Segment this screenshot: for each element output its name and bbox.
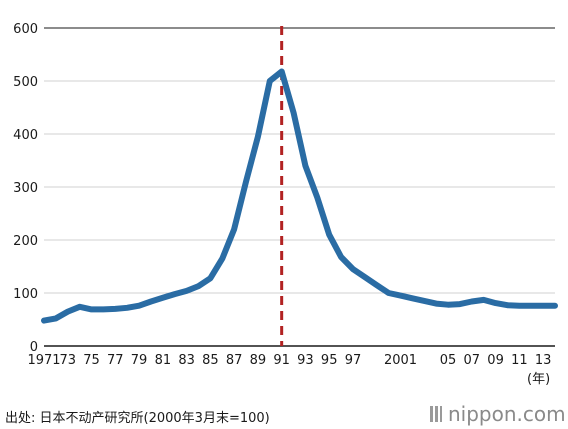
x-tick-label: 93 [297,353,314,368]
x-tick-label: 1971 [27,353,60,368]
y-tick-label: 300 [13,181,38,196]
brand-logo: nippon.com [430,402,566,426]
x-tick-label: 91 [273,353,290,368]
y-tick-label: 400 [13,128,38,143]
x-tick-label: 2001 [384,353,417,368]
y-tick-label: 500 [13,75,38,90]
brand-name: nippon.com [448,402,566,426]
y-tick-label: 0 [30,340,38,355]
x-tick-label: 97 [345,353,362,368]
x-tick-label: 79 [131,353,148,368]
x-tick-label: 95 [321,353,338,368]
x-tick-label: 11 [511,353,528,368]
y-tick-label: 200 [13,234,38,249]
x-tick-label: 89 [250,353,267,368]
x-tick-label: 09 [487,353,504,368]
x-tick-label: 77 [107,353,124,368]
source-note: 出处: 日本不动产研究所(2000年3月末=100) [5,411,270,426]
y-tick-label: 100 [13,287,38,302]
x-tick-label: 07 [464,353,481,368]
x-tick-label: 75 [83,353,100,368]
x-tick-label: 05 [440,353,457,368]
x-tick-label: 73 [59,353,76,368]
x-tick-label: 83 [178,353,195,368]
x-tick-label: 13 [535,353,552,368]
y-tick-labels: 0 100 200 300 400 500 600 [13,22,38,355]
x-tick-label: 87 [226,353,243,368]
x-tick-label: 81 [155,353,172,368]
land-price-index-line [41,68,558,324]
x-axis-unit: (年) [527,372,551,387]
series-layer [41,68,558,324]
x-tick-label: 85 [202,353,219,368]
y-tick-label: 600 [13,22,38,37]
nippon-logo-icon [430,406,442,422]
